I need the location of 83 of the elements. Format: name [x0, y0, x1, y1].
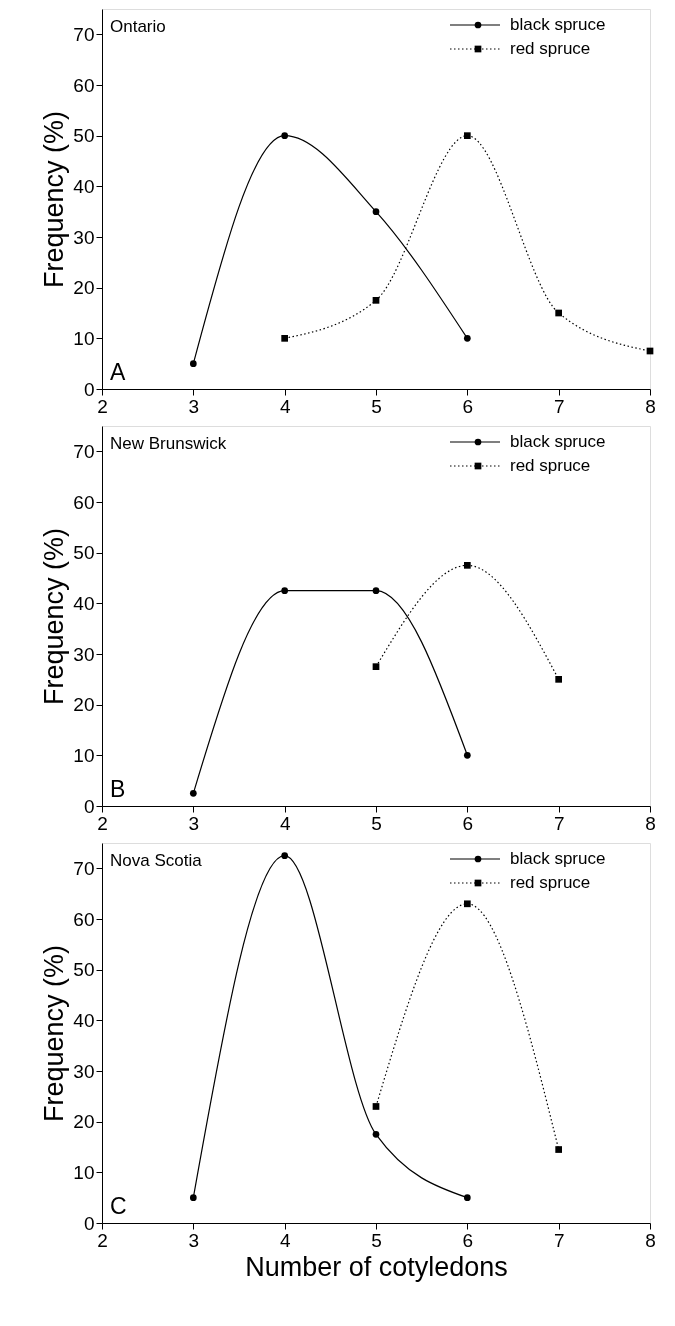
- point: [555, 1146, 563, 1153]
- y-tick-label: 50: [73, 542, 95, 564]
- y-tick-label: 30: [73, 643, 95, 665]
- legend-label: black spruce: [510, 15, 606, 34]
- y-tick-label: 40: [73, 175, 95, 197]
- point: [555, 309, 563, 317]
- y-tick-label: 0: [83, 1212, 95, 1234]
- x-tick-label: 7: [553, 812, 565, 834]
- point: [281, 587, 289, 595]
- x-tick-label: 2: [97, 395, 108, 417]
- x-tick-label: 3: [188, 395, 200, 417]
- annotation: B: [110, 776, 126, 802]
- annotation: A: [110, 359, 126, 385]
- point: [463, 900, 471, 908]
- point: [281, 334, 289, 342]
- point: [281, 132, 289, 140]
- point: [463, 132, 471, 140]
- point: [555, 675, 563, 683]
- legend-label: red spruce: [510, 39, 591, 58]
- point: [372, 1130, 380, 1138]
- y-tick-label: 70: [73, 23, 95, 45]
- x-tick-label: 5: [371, 395, 382, 417]
- point: [372, 208, 380, 216]
- legend-label: black spruce: [510, 432, 606, 451]
- y-tick-label: 60: [73, 908, 95, 930]
- y-axis-title: Frequency (%): [39, 110, 70, 289]
- x-tick-label: 8: [645, 1229, 656, 1251]
- y-tick-label: 10: [73, 327, 95, 349]
- x-tick-label: 5: [371, 812, 382, 834]
- point: [372, 296, 380, 304]
- y-axis-title: Frequency (%): [39, 527, 70, 706]
- point: [189, 789, 197, 797]
- point: [372, 1103, 380, 1110]
- y-tick-label: 60: [73, 74, 95, 96]
- y-tick-label: 40: [73, 592, 95, 614]
- point: [463, 334, 471, 342]
- legend-label: black spruce: [510, 849, 606, 868]
- y-tick-label: 60: [73, 491, 95, 513]
- annotation: Ontario: [110, 17, 166, 36]
- y-tick-label: 30: [73, 1060, 95, 1082]
- x-tick-label: 7: [553, 1229, 565, 1251]
- x-tick-label: 7: [553, 395, 565, 417]
- point: [281, 852, 289, 860]
- y-tick-label: 10: [73, 744, 95, 766]
- point: [463, 1194, 471, 1202]
- x-tick-label: 8: [645, 812, 656, 834]
- legend-label: red spruce: [510, 873, 591, 892]
- x-tick-label: 6: [462, 395, 474, 417]
- x-tick-label: 2: [97, 812, 108, 834]
- y-tick-label: 30: [73, 226, 95, 248]
- x-tick-label: 3: [188, 1229, 200, 1251]
- y-tick-label: 20: [73, 694, 95, 716]
- y-axis-title: Frequency (%): [39, 944, 70, 1123]
- y-tick-label: 70: [73, 440, 95, 462]
- point: [372, 587, 380, 595]
- legend-label: red spruce: [510, 456, 591, 475]
- x-tick-label: 2: [97, 1229, 108, 1251]
- point: [189, 360, 197, 368]
- annotation: New Brunswick: [110, 434, 227, 453]
- y-tick-label: 0: [83, 795, 95, 817]
- annotation: Nova Scotia: [110, 851, 203, 870]
- point: [463, 751, 471, 759]
- x-tick-label: 4: [279, 395, 291, 417]
- point: [189, 1194, 197, 1202]
- y-tick-label: 20: [73, 1111, 95, 1133]
- x-tick-label: 4: [279, 1229, 291, 1251]
- x-tick-label: 6: [462, 1229, 474, 1251]
- x-tick-label: 3: [188, 812, 200, 834]
- y-tick-label: 10: [73, 1161, 95, 1183]
- y-tick-label: 50: [73, 125, 95, 147]
- annotation: C: [110, 1193, 127, 1219]
- y-tick-label: 0: [83, 378, 95, 400]
- x-tick-label: 8: [645, 395, 656, 417]
- y-tick-label: 40: [73, 1009, 95, 1031]
- x-axis-title: Number of cotyledons: [245, 1251, 508, 1282]
- y-tick-label: 20: [73, 277, 95, 299]
- x-tick-label: 6: [462, 812, 474, 834]
- y-tick-label: 50: [73, 959, 95, 981]
- point: [372, 663, 380, 671]
- point: [463, 561, 471, 569]
- y-tick-label: 70: [73, 857, 95, 879]
- x-tick-label: 5: [371, 1229, 382, 1251]
- x-tick-label: 4: [279, 812, 291, 834]
